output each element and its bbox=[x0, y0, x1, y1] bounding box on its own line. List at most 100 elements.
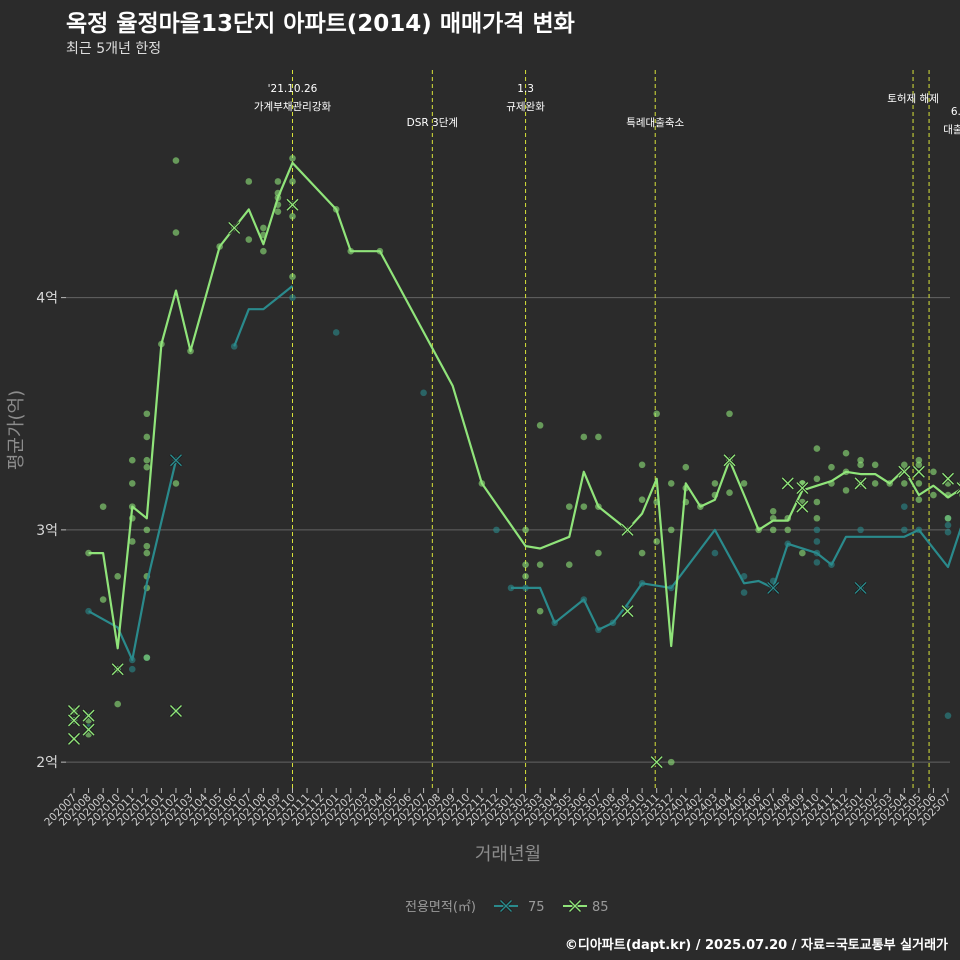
data-point-85 bbox=[522, 526, 529, 534]
grid-layer bbox=[66, 297, 950, 763]
data-point-85 bbox=[769, 526, 777, 534]
event-label: 1.3 bbox=[517, 83, 534, 95]
data-point-85 bbox=[638, 549, 646, 557]
chart-subtitle: 최근 5개년 한정 bbox=[66, 41, 162, 57]
data-point-85 bbox=[799, 549, 806, 557]
data-point-75 bbox=[813, 526, 821, 534]
chart-title: 옥정 율정마을13단지 아파트(2014) 매매가격 변화 bbox=[66, 11, 575, 37]
special-transaction-marks bbox=[67, 198, 960, 769]
cross-mark-85 bbox=[854, 476, 868, 490]
data-point-85 bbox=[245, 178, 253, 185]
data-point-75 bbox=[711, 549, 719, 557]
data-point-85 bbox=[726, 410, 733, 418]
data-point-85 bbox=[172, 229, 180, 236]
cross-stroke bbox=[621, 605, 634, 618]
data-point-85 bbox=[930, 468, 937, 476]
event-label: DSR 3단계 bbox=[407, 117, 458, 129]
data-point-85 bbox=[99, 503, 107, 510]
average-price-lines bbox=[88, 161, 960, 661]
cross-stroke bbox=[228, 221, 241, 234]
data-point-85 bbox=[143, 463, 151, 471]
data-point-75 bbox=[857, 526, 864, 534]
cross-stroke bbox=[169, 705, 182, 718]
data-point-75 bbox=[813, 538, 821, 545]
data-point-75 bbox=[740, 589, 748, 596]
cross-stroke bbox=[854, 477, 867, 490]
data-point-85 bbox=[536, 607, 544, 615]
legend-item-75 bbox=[494, 899, 518, 913]
cross-mark-75 bbox=[169, 453, 183, 467]
cross-mark-85 bbox=[795, 481, 809, 495]
cross-stroke bbox=[796, 500, 809, 513]
data-point-85 bbox=[915, 456, 923, 464]
data-point-85 bbox=[143, 410, 151, 418]
cross-stroke bbox=[781, 477, 794, 490]
cross-mark-85 bbox=[620, 604, 635, 618]
cross-stroke bbox=[286, 198, 299, 211]
cross-mark-85 bbox=[67, 732, 81, 746]
data-point-85 bbox=[828, 463, 835, 471]
cross-stroke bbox=[956, 482, 960, 487]
data-point-85 bbox=[667, 526, 675, 534]
data-point-85 bbox=[901, 480, 908, 487]
data-point-75 bbox=[128, 665, 136, 673]
data-point-85 bbox=[565, 503, 573, 510]
data-point-85 bbox=[915, 461, 923, 469]
data-point-85 bbox=[930, 491, 937, 499]
data-point-85 bbox=[871, 480, 879, 487]
data-point-85 bbox=[871, 461, 879, 469]
data-point-85 bbox=[857, 456, 864, 464]
cross-mark-85 bbox=[82, 709, 96, 723]
data-point-85 bbox=[143, 549, 151, 557]
data-point-85 bbox=[172, 157, 180, 164]
cross-stroke bbox=[82, 723, 95, 736]
cross-stroke bbox=[854, 581, 867, 594]
data-point-85 bbox=[667, 758, 675, 766]
cross-stroke bbox=[111, 663, 124, 676]
cross-stroke bbox=[942, 472, 954, 485]
data-point-85 bbox=[769, 507, 777, 515]
data-point-85 bbox=[536, 561, 544, 569]
cross-stroke bbox=[68, 714, 80, 727]
data-point-85 bbox=[274, 178, 282, 185]
cross-mark-85 bbox=[897, 465, 911, 479]
data-point-85 bbox=[143, 456, 151, 464]
data-point-85 bbox=[289, 154, 296, 162]
event-label: 가계부채관리강화 bbox=[254, 101, 332, 113]
legend-item-85 bbox=[563, 899, 587, 913]
data-point-85 bbox=[143, 654, 151, 661]
cross-stroke bbox=[898, 465, 911, 478]
data-point-75 bbox=[901, 526, 908, 534]
source-caption: ©디아파트(dapt.kr) / 2025.07.20 / 자료=국토교통부 실… bbox=[564, 938, 948, 953]
cross-mark-75 bbox=[766, 581, 780, 595]
data-point-75 bbox=[944, 712, 952, 719]
cross-mark-85 bbox=[67, 713, 81, 727]
data-point-85 bbox=[114, 700, 121, 708]
legend-key-cross bbox=[568, 899, 582, 913]
data-point-85 bbox=[274, 208, 282, 215]
data-point-85 bbox=[99, 596, 107, 603]
x-axis-title: 거래년월 bbox=[475, 844, 541, 865]
cross-mark-85 bbox=[722, 453, 737, 467]
cross-mark-85 bbox=[227, 221, 241, 235]
legend: 전용면적(㎡) 75 85 bbox=[405, 899, 609, 915]
data-point-85 bbox=[915, 496, 923, 503]
cross-mark-85 bbox=[795, 500, 809, 514]
data-point-85 bbox=[580, 503, 588, 510]
data-point-85 bbox=[653, 410, 660, 418]
data-point-85 bbox=[260, 224, 267, 232]
data-point-85 bbox=[522, 573, 529, 580]
data-point-85 bbox=[128, 456, 136, 464]
data-point-85 bbox=[711, 480, 719, 487]
cross-mark-85 bbox=[82, 723, 96, 737]
cross-stroke bbox=[956, 489, 960, 495]
data-point-85 bbox=[813, 498, 821, 506]
data-point-85 bbox=[638, 461, 646, 469]
cross-stroke bbox=[500, 900, 512, 912]
data-point-85 bbox=[813, 445, 821, 452]
data-point-75 bbox=[493, 526, 500, 534]
legend-label-75: 75 bbox=[528, 900, 545, 915]
cross-stroke bbox=[169, 454, 182, 467]
